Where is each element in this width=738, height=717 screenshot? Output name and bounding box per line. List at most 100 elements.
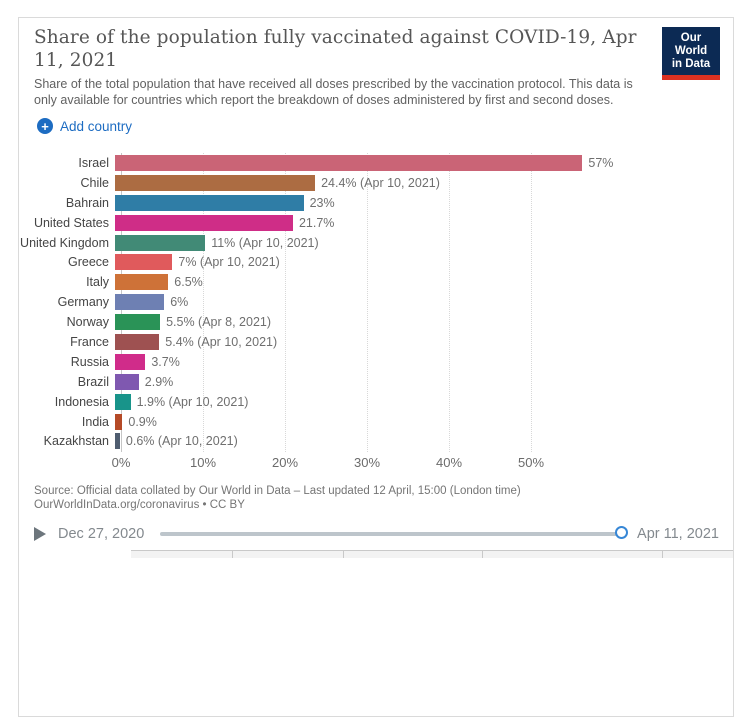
bar-value-label: 0.9% [128, 414, 157, 429]
footer-tabbar-partial[interactable] [131, 550, 733, 558]
country-label: Brazil [77, 374, 109, 389]
bar-value-label: 5.4% (Apr 10, 2021) [165, 334, 278, 349]
owid-logo-line2: in Data [671, 58, 711, 70]
play-icon [34, 527, 46, 541]
source-link-line[interactable]: OurWorldInData.org/coronavirus • CC BY [34, 499, 245, 511]
bar[interactable] [115, 433, 120, 450]
country-label: Bahrain [65, 195, 109, 210]
chart-subtitle: Share of the total population that have … [34, 77, 633, 107]
owid-logo[interactable]: Our World in Data [662, 27, 720, 80]
bar[interactable] [115, 314, 161, 331]
bar[interactable] [115, 353, 146, 370]
bar-row-italy[interactable]: Italy 6.5% [19, 272, 733, 292]
chart-header: Share of the population fully vaccinated… [34, 26, 720, 108]
gridline [531, 153, 532, 452]
bar-value-label: 7% (Apr 10, 2021) [178, 255, 280, 270]
country-label: Indonesia [54, 394, 109, 409]
bar-value-label: 6% [170, 295, 189, 310]
source-note: Source: Official data collated by Our Wo… [34, 484, 521, 512]
x-axis-tick: 20% [271, 455, 299, 470]
bar-row-norway[interactable]: Norway 5.5% (Apr 8, 2021) [19, 312, 733, 332]
bar[interactable] [115, 154, 583, 171]
tab-divider [482, 551, 483, 558]
country-label: India [81, 414, 109, 429]
timeline-end-date: Apr 11, 2021 [637, 526, 719, 542]
bar-value-label: 6.5% [174, 275, 203, 290]
play-button[interactable] [34, 527, 46, 541]
bar[interactable] [115, 214, 293, 231]
bar-row-chile[interactable]: Chile 24.4% (Apr 10, 2021) [19, 173, 733, 193]
country-label: Russia [70, 354, 109, 369]
timeline-handle[interactable] [615, 526, 629, 539]
chart-rows: Israel 57% Chile 24.4% (Apr 10, 2021) Bahrai… [19, 153, 733, 451]
tab-divider [232, 551, 233, 558]
bar-value-label: 24.4% (Apr 10, 2021) [321, 175, 440, 190]
bar-row-israel[interactable]: Israel 57% [19, 153, 733, 173]
bar-value-label: 3.7% [151, 354, 180, 369]
page-background: Share of the population fully vaccinated… [18, 17, 734, 717]
timeline-track[interactable] [160, 526, 629, 539]
x-axis-tick: 0% [111, 455, 131, 470]
chart-card: Share of the population fully vaccinated… [18, 17, 734, 717]
bar-row-indonesia[interactable]: Indonesia 1.9% (Apr 10, 2021) [19, 392, 733, 412]
bar[interactable] [115, 254, 173, 271]
country-label: United Kingdom [20, 235, 109, 250]
owid-logo-text: Our World in Data [662, 27, 720, 75]
bar-value-label: 2.9% [144, 374, 174, 389]
bar-row-greece[interactable]: Greece 7% (Apr 10, 2021) [19, 252, 733, 272]
bar[interactable] [115, 234, 206, 251]
x-axis-tick: 40% [435, 455, 463, 470]
add-country-button[interactable]: + Add country [37, 118, 132, 134]
bar-row-united-kingdom[interactable]: United Kingdom 11% (Apr 10, 2021) [19, 233, 733, 253]
timeline-start-date: Dec 27, 2020 [58, 526, 145, 542]
bar-row-united-states[interactable]: United States 21.7% [19, 213, 733, 233]
bar[interactable] [115, 174, 316, 191]
bar-value-label: 23% [309, 195, 335, 210]
timeline: Dec 27, 2020 Apr 11, 2021 [34, 523, 719, 545]
country-label: Italy [86, 275, 109, 290]
bar-value-label: 57% [588, 155, 614, 170]
country-label: Germany [57, 295, 109, 310]
bar[interactable] [115, 294, 165, 311]
bar-row-brazil[interactable]: Brazil 2.9% [19, 372, 733, 392]
country-label: France [70, 334, 109, 349]
owid-logo-accent-bar [662, 75, 720, 80]
bar-value-label: 0.6% (Apr 10, 2021) [125, 434, 238, 449]
bar-value-label: 1.9% (Apr 10, 2021) [136, 394, 249, 409]
gridline [203, 153, 204, 452]
bar-value-label: 21.7% [298, 215, 335, 230]
bar-row-france[interactable]: France 5.4% (Apr 10, 2021) [19, 332, 733, 352]
country-label: Chile [80, 175, 110, 190]
country-label: Greece [68, 255, 109, 270]
country-label: Norway [66, 315, 109, 330]
gridline [285, 153, 286, 452]
country-label: Kazakhstan [43, 434, 109, 449]
plus-icon: + [37, 118, 53, 134]
gridline [367, 153, 368, 452]
gridline [449, 153, 450, 452]
bar[interactable] [115, 194, 304, 211]
bar-value-label: 11% (Apr 10, 2021) [211, 235, 319, 250]
x-axis: 0% 10% 20% 30% 40% 50% [19, 455, 733, 473]
add-country-label: Add country [60, 118, 133, 134]
x-axis-tick: 50% [517, 455, 545, 470]
bar-row-india[interactable]: India 0.9% [19, 412, 733, 432]
bar-row-russia[interactable]: Russia 3.7% [19, 352, 733, 372]
source-line-1: Source: Official data collated by Our Wo… [34, 485, 521, 497]
bar-value-label: 5.5% (Apr 8, 2021) [166, 315, 272, 330]
bar-chart: Israel 57% Chile 24.4% (Apr 10, 2021) Bahrai… [19, 153, 733, 488]
chart-title: Share of the population fully vaccinated… [34, 27, 637, 71]
bar[interactable] [115, 393, 131, 410]
bar[interactable] [115, 373, 139, 390]
bar-row-kazakhstan[interactable]: Kazakhstan 0.6% (Apr 10, 2021) [19, 431, 733, 451]
bar[interactable] [115, 333, 160, 350]
country-label: Israel [78, 155, 109, 170]
x-axis-tick: 10% [189, 455, 217, 470]
owid-logo-line1: Our World [674, 32, 708, 57]
bar-row-bahrain[interactable]: Bahrain 23% [19, 193, 733, 213]
bar[interactable] [115, 413, 123, 430]
bar-row-germany[interactable]: Germany 6% [19, 292, 733, 312]
country-label: United States [33, 215, 109, 230]
bar[interactable] [115, 274, 169, 291]
x-axis-tick: 30% [353, 455, 381, 470]
